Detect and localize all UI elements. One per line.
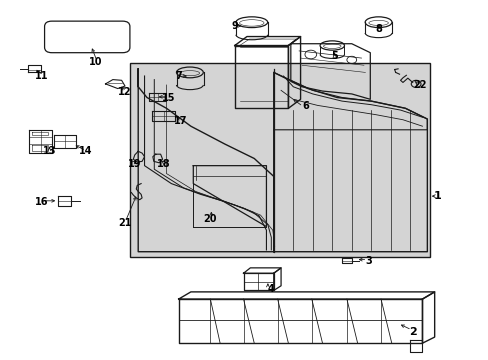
Text: 20: 20 [203, 215, 217, 224]
Text: 7: 7 [175, 71, 182, 81]
Text: 6: 6 [302, 102, 308, 112]
Text: 4: 4 [267, 284, 274, 294]
FancyBboxPatch shape [44, 21, 130, 53]
Text: 18: 18 [157, 159, 170, 169]
Text: 15: 15 [162, 93, 175, 103]
Text: 9: 9 [231, 21, 238, 31]
Text: 13: 13 [42, 146, 56, 156]
Text: 5: 5 [331, 51, 337, 61]
Text: 19: 19 [128, 159, 141, 169]
Text: 8: 8 [374, 24, 381, 35]
Text: 1: 1 [432, 191, 440, 201]
Text: 16: 16 [35, 197, 49, 207]
Text: 14: 14 [79, 146, 93, 156]
Polygon shape [138, 69, 273, 252]
Text: 3: 3 [365, 256, 371, 266]
Polygon shape [273, 72, 427, 252]
Text: 2: 2 [408, 327, 416, 337]
Text: 21: 21 [118, 218, 131, 228]
Bar [130, 63, 429, 257]
Text: 12: 12 [118, 87, 131, 97]
Text: 11: 11 [35, 71, 49, 81]
Text: 22: 22 [412, 80, 426, 90]
Text: 17: 17 [174, 116, 187, 126]
Text: 10: 10 [89, 57, 102, 67]
